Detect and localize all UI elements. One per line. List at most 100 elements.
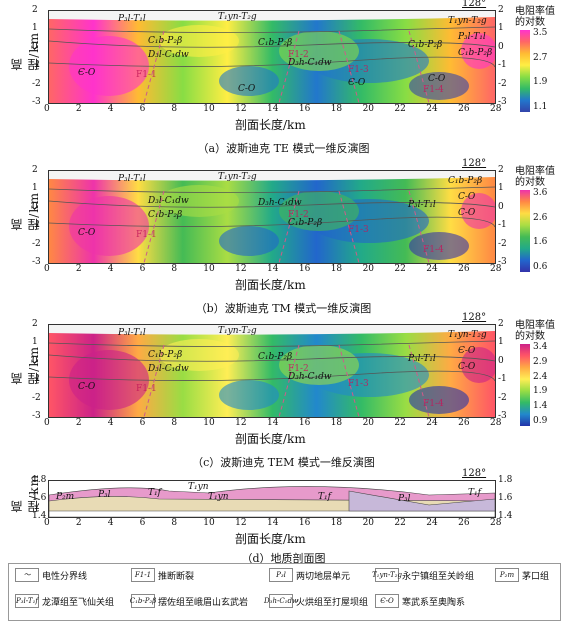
electrical-boundary xyxy=(49,40,495,48)
colorbar-title-line: 电阻率值 xyxy=(515,6,555,17)
y-tick-right: -3 xyxy=(498,411,507,421)
topography-band xyxy=(49,171,495,181)
anomaly-blob xyxy=(219,226,279,256)
x-tick: 10 xyxy=(203,264,215,274)
azimuth-mark: 128° xyxy=(462,312,487,323)
stratum-label: P₃l-T₁l xyxy=(118,174,146,184)
stratum-label: C₁b-P₂β xyxy=(258,352,293,362)
fault-line xyxy=(408,344,430,417)
stratum-label: C-O xyxy=(78,228,96,238)
section-plot-c xyxy=(48,324,496,418)
fault-tag: F1-2 xyxy=(288,50,309,60)
strata-unit xyxy=(348,490,495,512)
x-tick: 10 xyxy=(203,104,215,114)
x-tick: 12 xyxy=(235,518,247,528)
colorbar-title: 电阻率值 的对数 xyxy=(515,166,555,188)
legend-symbol: P₃l xyxy=(269,568,293,582)
stratum-label: P₃l-T₁l xyxy=(118,328,146,338)
electrical-boundary xyxy=(49,56,495,68)
y-tick-left: -1 xyxy=(32,374,41,385)
y-tick-left: 1 xyxy=(32,23,38,34)
x-tick: 0 xyxy=(44,418,50,428)
y-tick-left: 1 xyxy=(32,337,38,348)
y-tick-left: -2 xyxy=(32,392,41,403)
panel-caption: （c）波斯迪克 TEM 模式一维反演图 xyxy=(192,456,375,469)
section-plot-d xyxy=(48,480,496,518)
legend-text: 火烘组至打屋坝组 xyxy=(296,597,369,608)
legend-item: T₁yn-T₂g 永宁镇组至关岭组 xyxy=(372,568,474,582)
x-tick: 14 xyxy=(267,104,279,114)
anomaly-blob xyxy=(279,191,359,231)
y-tick-right: -2 xyxy=(498,392,507,403)
colorbar-title-line: 电阻率值 xyxy=(515,166,555,177)
anomaly-blob xyxy=(159,185,239,217)
fault-tag: F1-1 xyxy=(136,230,157,240)
colorbar-tick: 2.9 xyxy=(533,356,548,367)
colorbar-title: 电阻率值 的对数 xyxy=(515,320,555,342)
electrical-boundary xyxy=(49,354,495,362)
colorbar-tick: 0.9 xyxy=(533,416,548,426)
fault-tag: F1-4 xyxy=(423,245,444,255)
x-tick: 26 xyxy=(458,418,470,428)
y-tick-left: 0 xyxy=(32,41,38,52)
stratum-label: C₁b-P₂β xyxy=(148,350,183,360)
anomaly-blob xyxy=(69,196,149,256)
stratum-label: T₁yn-T₂g xyxy=(218,172,257,182)
x-tick: 14 xyxy=(267,518,279,528)
x-axis-label: 剖面长度/km xyxy=(235,532,306,546)
y-tick-right: -1 xyxy=(498,374,507,385)
fault-line xyxy=(278,190,300,263)
section-plot-a xyxy=(48,10,496,104)
fault-line xyxy=(338,344,360,417)
fault-tag: F1-2 xyxy=(288,364,309,374)
stratum-label: P₃l-T₁l xyxy=(118,14,146,24)
stratum-label: D₃h-C₁dw xyxy=(258,198,302,208)
stratum-label: T₁yn-T₂g xyxy=(218,326,257,336)
stratum-label: T₁yn xyxy=(188,482,209,492)
colorbar-tick: 1.6 xyxy=(533,237,548,248)
x-tick: 0 xyxy=(44,518,50,528)
anomaly-blob xyxy=(279,345,359,385)
x-tick: 4 xyxy=(107,518,114,528)
anomaly-blob xyxy=(409,386,469,414)
stratum-label: D₃l-C₁dw xyxy=(148,196,189,206)
fault-tag: F1-3 xyxy=(348,225,369,235)
y-tick-right: 0 xyxy=(498,355,504,366)
y-tick-left: -1 xyxy=(32,60,41,71)
stratum-label: C-O xyxy=(238,84,256,94)
legend-text: 摆佐组至峨眉山玄武岩 xyxy=(158,597,249,608)
legend-text: 茅口组 xyxy=(522,571,550,582)
stratum-label: C₁b-P₂β xyxy=(288,218,323,228)
x-tick: 20 xyxy=(362,104,375,114)
legend-item: D₃h-C₁dw 火烘组至打屋坝组 xyxy=(264,594,369,608)
x-tick: 8 xyxy=(171,104,178,114)
topography-band xyxy=(49,11,495,21)
colorbar-tick: 3.5 xyxy=(533,28,548,38)
anomaly-blob xyxy=(159,339,239,371)
y-tick-right: 1 xyxy=(498,183,504,194)
x-tick: 6 xyxy=(139,264,146,274)
y-tick-left: -2 xyxy=(32,78,41,89)
colorbar-tick: 1.1 xyxy=(533,102,548,112)
x-tick: 10 xyxy=(203,418,215,428)
y-tick-left: 2 xyxy=(32,319,38,329)
stratum-label: D₃l-C₁dw xyxy=(148,50,189,60)
fault-line xyxy=(338,190,360,263)
stratum-label: C-O xyxy=(458,362,476,372)
legend-item: P₃l-T₁f 龙潭组至飞仙关组 xyxy=(15,594,114,608)
y-tick-left: 2 xyxy=(32,165,38,175)
stratum-label: C-O xyxy=(78,382,96,392)
x-tick: 2 xyxy=(75,518,82,528)
x-axis-label: 剖面长度/km xyxy=(235,278,306,292)
stratum-label: Є-O xyxy=(348,78,366,88)
anomaly-blob xyxy=(219,66,279,96)
fault-tag: F1-3 xyxy=(348,379,369,389)
electrical-boundary xyxy=(49,370,495,382)
y-tick-left: 2 xyxy=(32,5,38,15)
stratum-label: C-O xyxy=(458,192,476,202)
x-tick: 2 xyxy=(75,264,82,274)
x-tick: 16 xyxy=(298,104,311,114)
y-tick-right: 1.6 xyxy=(498,493,513,503)
fault-tag: F1-3 xyxy=(348,65,369,75)
x-tick: 20 xyxy=(362,264,375,274)
